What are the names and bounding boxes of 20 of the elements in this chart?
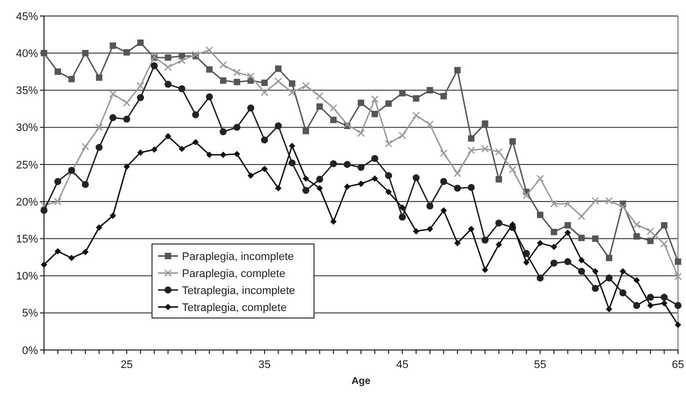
legend-label: Paraplegia, incomplete <box>182 250 294 263</box>
y-tick-label: 25% <box>16 159 38 172</box>
legend-label: Tetraplegia, incomplete <box>182 284 296 297</box>
y-tick-label: 5% <box>22 308 38 320</box>
x-tick-label: 45 <box>396 359 408 371</box>
x-tick-label: 35 <box>258 359 271 371</box>
y-tick-label: 40% <box>16 48 38 60</box>
y-tick-label: 0% <box>22 344 38 357</box>
x-tick-label: 55 <box>534 359 546 371</box>
x-tick-label: 65 <box>672 359 684 371</box>
legend-label: Tetraplegia, complete <box>182 302 287 314</box>
y-tick-label: 20% <box>16 196 38 208</box>
x-tick-label: 25 <box>120 359 133 371</box>
y-tick-label: 30% <box>16 122 38 134</box>
x-axis-title: Age <box>352 376 371 387</box>
y-tick-label: 35% <box>16 85 38 98</box>
y-tick-label: 45% <box>16 10 38 23</box>
y-tick-label: 15% <box>16 234 38 246</box>
y-tick-label: 10% <box>16 270 38 283</box>
legend-label: Paraplegia, complete <box>182 268 286 280</box>
